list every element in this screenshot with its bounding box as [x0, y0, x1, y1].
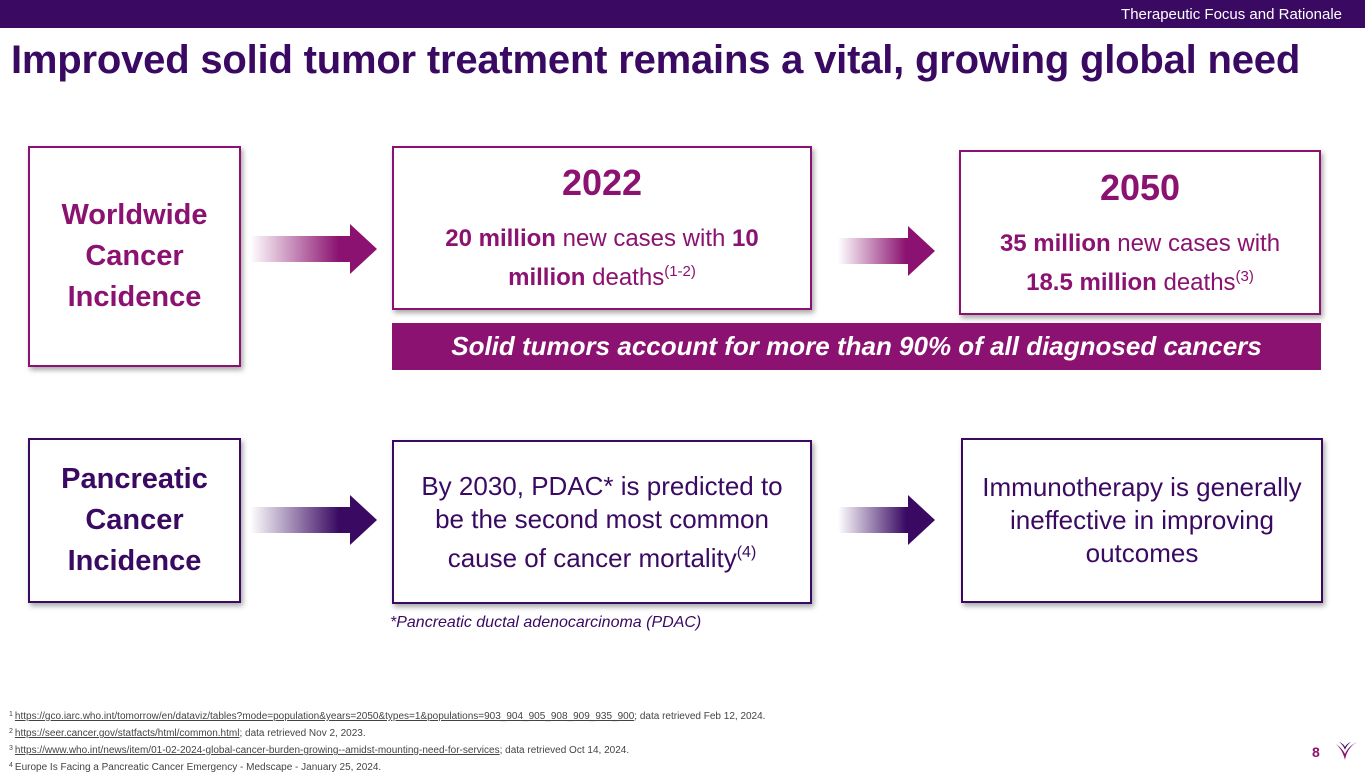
pancreatic-incidence-label: Pancreatic Cancer Incidence [61, 463, 208, 577]
pancreatic-incidence-box: Pancreatic Cancer Incidence [28, 438, 241, 603]
worldwide-incidence-box: Worldwide Cancer Incidence [28, 146, 241, 367]
reference-item: 3 https://www.who.int/news/item/01-02-202… [9, 745, 630, 756]
reference-item: 4 Europe Is Facing a Pancreatic Cancer Em… [9, 762, 382, 773]
immunotherapy-text: Immunotherapy is generally ineffective i… [982, 472, 1302, 568]
reference-item: 1 https://gco.iarc.who.int/tomorrow/en/da… [9, 711, 766, 722]
year-2022: 2022 [561, 162, 643, 203]
immunotherapy-box: Immunotherapy is generally ineffective i… [961, 438, 1323, 603]
stats-2050-text: 35 million new cases with 18.5 million d… [999, 229, 1281, 296]
page-title: Improved solid tumor treatment remains a… [11, 38, 1301, 82]
worldwide-incidence-label: Worldwide Cancer Incidence [61, 199, 208, 313]
right-arrow-icon [250, 495, 377, 545]
solid-tumor-banner: Solid tumors account for more than 90% o… [392, 323, 1321, 370]
stats-2022-box: 2022 20 million new cases with 10 millio… [392, 146, 812, 310]
stats-2022-text: 20 million new cases with 10 million dea… [445, 225, 759, 291]
reference-link[interactable]: https://www.who.int/news/item/01-02-2024… [14, 745, 500, 756]
right-arrow-icon [838, 226, 935, 276]
page-number: 8 [1312, 744, 1320, 760]
brand-logo-icon [1336, 742, 1357, 760]
reference-link[interactable]: https://seer.cancer.gov/statfacts/html/c… [14, 728, 240, 739]
references: 1 https://gco.iarc.who.int/tomorrow/en/da… [9, 707, 765, 775]
section-label: Therapeutic Focus and Rationale [1121, 6, 1342, 23]
year-2050: 2050 [1099, 166, 1181, 208]
pdac-mortality-text: By 2030, PDAC* is predicted to be the se… [421, 470, 783, 573]
reference-item: 2 https://seer.cancer.gov/statfacts/html/… [9, 728, 366, 739]
header-bar: Therapeutic Focus and Rationale [0, 0, 1365, 28]
reference-link[interactable]: https://gco.iarc.who.int/tomorrow/en/dat… [14, 711, 635, 722]
right-arrow-icon [250, 224, 377, 274]
pdac-footnote: *Pancreatic ductal adenocarcinoma (PDAC) [390, 614, 702, 631]
pdac-mortality-box: By 2030, PDAC* is predicted to be the se… [392, 440, 812, 604]
stats-2050-box: 2050 35 million new cases with 18.5 mill… [959, 150, 1321, 315]
right-arrow-icon [838, 495, 935, 545]
